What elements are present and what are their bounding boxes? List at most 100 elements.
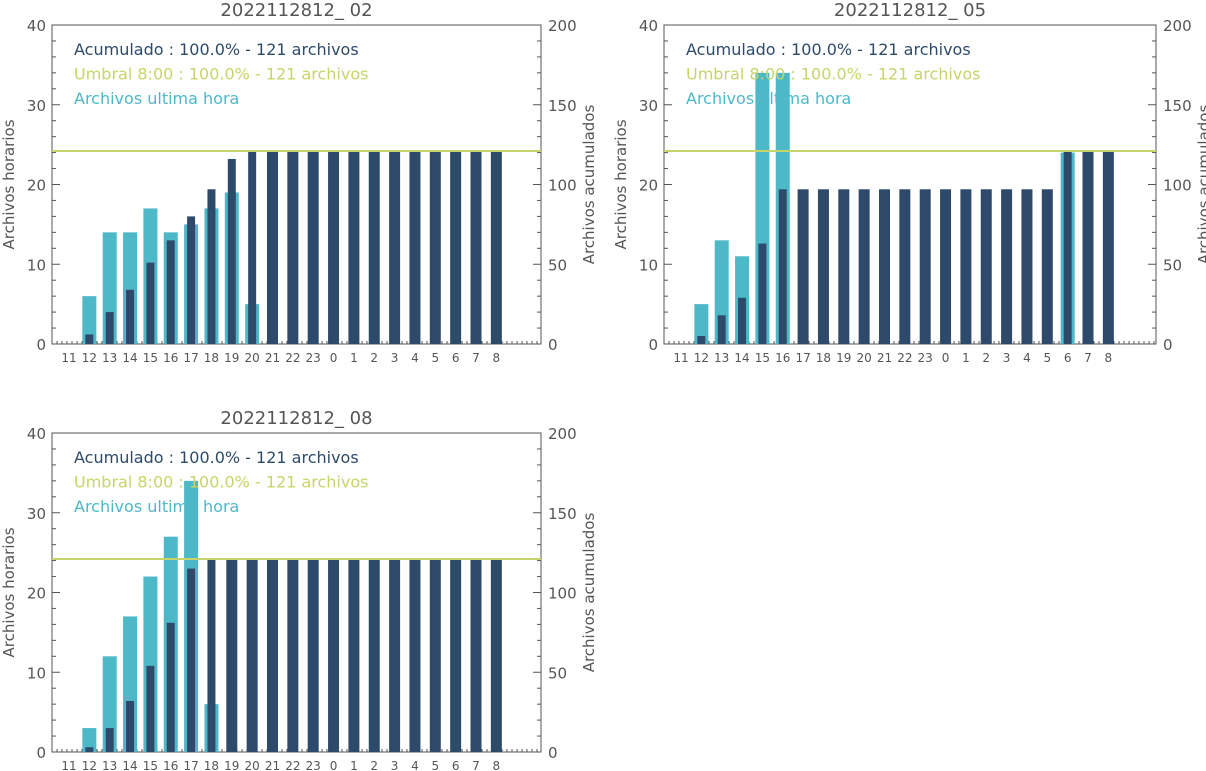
cumulative-bar-17 [187, 216, 196, 344]
cumulative-bar-20 [858, 189, 870, 344]
cumulative-bar-18 [207, 559, 216, 752]
x-tick-label: 11 [673, 351, 688, 365]
x-tick-label: 5 [1043, 351, 1051, 365]
x-tick-label: 19 [836, 351, 851, 365]
right-axis-tick-label: 0 [548, 336, 558, 354]
x-tick-label: 15 [143, 351, 158, 365]
x-tick-label: 1 [962, 351, 970, 365]
cumulative-bar-7 [470, 559, 482, 752]
x-tick-label: 6 [452, 759, 460, 771]
right-axis-title: Archivos acumulados [580, 513, 598, 673]
cumulative-bar-12 [85, 747, 94, 752]
left-axis-tick-label: 20 [27, 585, 46, 603]
cumulative-bar-3 [1001, 189, 1013, 344]
cumulative-bar-18 [207, 189, 216, 344]
cumulative-bar-0 [328, 151, 340, 344]
cumulative-bar-19 [226, 559, 238, 752]
chart-panel-05: 2022112812_ 05010203040050100150200Archi… [612, 0, 1206, 365]
cumulative-bar-14 [738, 297, 747, 344]
x-tick-label: 7 [472, 351, 480, 365]
x-tick-label: 2 [370, 759, 378, 771]
left-axis-tick-label: 10 [27, 664, 46, 682]
x-tick-label: 8 [493, 759, 501, 771]
left-axis-tick-label: 0 [36, 744, 46, 762]
cumulative-bar-6 [450, 559, 462, 752]
right-axis-tick-label: 150 [1163, 97, 1192, 115]
cumulative-bar-15 [146, 262, 155, 344]
x-tick-label: 18 [204, 351, 219, 365]
x-tick-label: 6 [1064, 351, 1072, 365]
x-tick-label: 18 [816, 351, 831, 365]
cumulative-bar-12 [85, 334, 94, 344]
x-tick-label: 17 [183, 351, 198, 365]
left-axis-tick-label: 40 [27, 17, 46, 35]
cumulative-bar-7 [470, 151, 482, 344]
cumulative-bar-5 [429, 151, 441, 344]
x-tick-label: 18 [204, 759, 219, 771]
cumulative-bar-3 [389, 151, 401, 344]
x-tick-label: 23 [306, 351, 321, 365]
legend-entry: Umbral 8:00 : 100.0% - 121 archivos [74, 65, 368, 84]
left-axis-tick-label: 30 [27, 97, 46, 115]
cumulative-bar-22 [287, 151, 299, 344]
legend-entry: Archivos ultima hora [686, 89, 851, 108]
x-tick-label: 17 [795, 351, 810, 365]
x-tick-label: 3 [1003, 351, 1011, 365]
cumulative-bar-2 [980, 189, 992, 344]
right-axis-tick-label: 100 [548, 585, 577, 603]
x-tick-label: 12 [82, 351, 97, 365]
left-axis-tick-label: 10 [27, 256, 46, 274]
cumulative-bar-23 [307, 151, 319, 344]
cumulative-bar-1 [348, 559, 360, 752]
cumulative-bar-0 [940, 189, 952, 344]
left-axis-tick-label: 40 [639, 17, 658, 35]
legend-entry: Acumulado : 100.0% - 121 archivos [686, 40, 971, 59]
right-axis-title: Archivos acumulados [580, 105, 598, 265]
left-axis-tick-label: 10 [639, 256, 658, 274]
cumulative-bar-12 [697, 336, 706, 344]
x-tick-label: 0 [942, 351, 950, 365]
cumulative-bar-16 [166, 240, 175, 344]
cumulative-bar-18 [817, 189, 829, 344]
x-tick-label: 13 [102, 759, 117, 771]
right-axis-title: Archivos acumulados [1195, 105, 1206, 265]
cumulative-bar-13 [105, 728, 114, 752]
cumulative-bar-17 [187, 568, 196, 752]
cumulative-bar-8 [490, 151, 502, 344]
cumulative-bar-19 [227, 158, 236, 344]
x-tick-label: 0 [330, 351, 338, 365]
cumulative-bar-0 [328, 559, 340, 752]
x-tick-label: 16 [775, 351, 790, 365]
left-axis-tick-label: 20 [27, 177, 46, 195]
cumulative-bar-16 [778, 189, 787, 344]
left-axis-title: Archivos horarios [0, 119, 18, 249]
x-tick-label: 15 [755, 351, 770, 365]
cumulative-bar-19 [838, 189, 850, 344]
chart-panel-02: 2022112812_ 02010203040050100150200Archi… [0, 0, 598, 365]
x-tick-label: 5 [431, 351, 439, 365]
cumulative-bar-3 [389, 559, 401, 752]
x-tick-label: 20 [245, 759, 260, 771]
x-tick-label: 11 [61, 759, 76, 771]
x-tick-label: 22 [285, 351, 300, 365]
cumulative-bar-23 [307, 559, 319, 752]
hourly-bar-12 [82, 296, 97, 344]
left-axis-title: Archivos horarios [0, 527, 18, 657]
x-tick-label: 13 [714, 351, 729, 365]
cumulative-bar-4 [409, 151, 421, 344]
cumulative-bar-14 [126, 289, 135, 344]
cumulative-bar-1 [348, 151, 360, 344]
cumulative-bar-13 [105, 312, 114, 344]
cumulative-bar-4 [1021, 189, 1033, 344]
legend-entry: Acumulado : 100.0% - 121 archivos [74, 448, 359, 467]
x-tick-label: 19 [224, 759, 239, 771]
cumulative-bar-22 [899, 189, 911, 344]
cumulative-bar-22 [287, 559, 299, 752]
left-axis-tick-label: 0 [36, 336, 46, 354]
legend-entry: Archivos ultima hora [74, 89, 239, 108]
x-tick-label: 21 [877, 351, 892, 365]
hourly-bar-12 [82, 728, 97, 752]
x-tick-label: 6 [452, 351, 460, 365]
cumulative-bar-17 [797, 189, 809, 344]
